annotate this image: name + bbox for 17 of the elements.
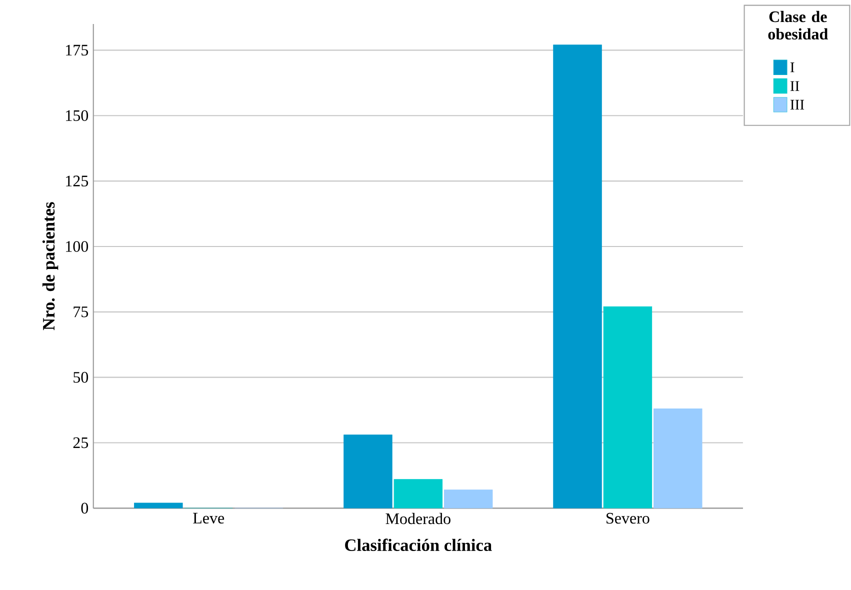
y-tick-label: 125 [66,176,88,187]
x-tick-label: Leve [193,513,224,524]
y-tick-label: 100 [66,241,88,252]
y-tick-label: 175 [66,45,88,56]
y-tick-label: 50 [74,372,88,383]
legend-label: II [790,81,800,92]
x-axis-title: Clasificación clínica [345,538,492,552]
y-tick-label: 0 [81,503,88,514]
y-tick-label: 75 [74,306,88,318]
x-tick-label: Moderado [386,513,450,524]
y-axis-title: Nro. de pacientes [42,202,58,330]
legend-title: Clase de obesidad [768,11,828,40]
y-tick-label: 150 [66,110,88,122]
legend-label: I [790,62,794,72]
x-tick-label: Severo [606,513,650,524]
legend-label: III [790,100,804,110]
y-tick-label: 25 [73,438,88,448]
